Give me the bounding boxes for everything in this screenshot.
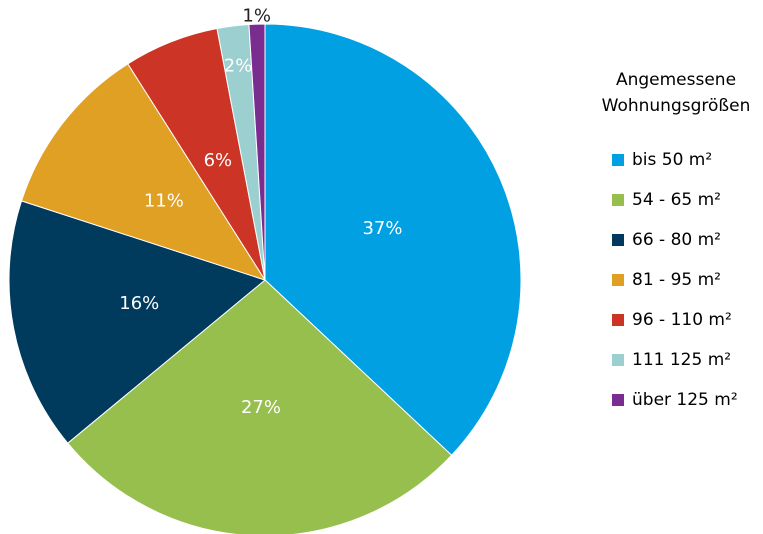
pie-slice <box>67 279 453 534</box>
pie-slice <box>20 63 267 281</box>
data-label: 27% <box>241 397 281 418</box>
legend-label: 54 - 65 m² <box>632 190 721 210</box>
legend-swatch <box>612 314 624 326</box>
legend-label: bis 50 m² <box>632 150 712 170</box>
pie-slice <box>8 200 267 444</box>
legend-label: 81 - 95 m² <box>632 270 721 290</box>
legend-label: 111 125 m² <box>632 350 731 370</box>
legend-swatch <box>612 194 624 206</box>
legend-swatch <box>612 234 624 246</box>
legend-swatch <box>612 154 624 166</box>
legend-title: Wohnungsgrößen <box>602 96 751 116</box>
legend-title: Angemessene <box>616 70 736 90</box>
data-label: 1% <box>242 5 271 26</box>
data-label: 11% <box>144 191 184 212</box>
legend-label: 66 - 80 m² <box>632 230 721 250</box>
legend-label: 96 - 110 m² <box>632 310 732 330</box>
legend-swatch <box>612 354 624 366</box>
pie-slice <box>264 23 522 456</box>
data-label: 6% <box>204 150 233 171</box>
data-label: 37% <box>362 218 402 239</box>
pie-slice <box>248 23 266 281</box>
legend-swatch <box>612 274 624 286</box>
data-label: 2% <box>224 56 253 77</box>
legend-label: über 125 m² <box>632 390 738 410</box>
legend-swatch <box>612 394 624 406</box>
data-label: 16% <box>119 293 159 314</box>
